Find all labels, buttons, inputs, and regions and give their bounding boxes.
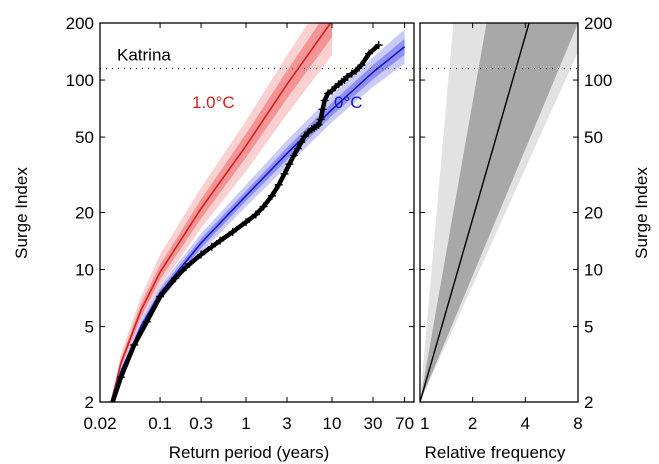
observed-point (259, 202, 268, 211)
x-tick-label: 0.3 (189, 414, 213, 433)
main-panel: Katrina 1.0°C 0°C 0.02 0.1 0.3 1 3 10 30 70 2 5 1… (12, 14, 415, 462)
x-tick-label: 0.1 (148, 414, 172, 433)
y-tick-label: 10 (75, 261, 94, 280)
band-outer-0 (111, 23, 332, 402)
x-tick-label: 4 (521, 414, 530, 433)
series-label-cold: 0°C (334, 93, 363, 112)
main-bands (111, 23, 405, 402)
x-tick-label: 10 (323, 414, 342, 433)
band-outer-1 (111, 29, 405, 402)
observed-point (197, 250, 206, 259)
series-label-warm: 1.0°C (192, 93, 235, 112)
relative-lines (420, 23, 530, 402)
y-tick-label: 5 (85, 318, 94, 337)
relative-x-axis: 1 2 4 8 (419, 23, 583, 433)
series-line-0 (110, 23, 332, 402)
main-x-axis-label: Return period (years) (169, 443, 330, 462)
y-tick-label: 200 (584, 14, 612, 33)
observed-point (365, 49, 374, 58)
x-tick-label: 30 (364, 414, 383, 433)
band-inner-0 (111, 23, 332, 402)
observed-point (181, 263, 190, 272)
katrina-label: Katrina (117, 46, 171, 65)
observed-point (267, 191, 276, 200)
observed-point (130, 340, 139, 349)
observed-point (314, 120, 323, 129)
observed-point (228, 227, 237, 236)
x-tick-label: 8 (573, 414, 582, 433)
observed-point (216, 236, 225, 245)
x-tick-label: 1 (420, 414, 429, 433)
observed-point (300, 132, 309, 141)
y-tick-label: 20 (584, 204, 603, 223)
x-tick-label: 1 (241, 414, 250, 433)
relative-y-axis: 2 5 10 20 50 100 200 (420, 14, 612, 412)
relative-line (420, 23, 530, 402)
x-tick-label: 2 (468, 414, 477, 433)
observed-point (327, 86, 336, 95)
observed-point (251, 210, 260, 219)
y-tick-label: 2 (584, 393, 593, 412)
observed-point (289, 151, 298, 160)
observed-point (316, 115, 325, 124)
main-y-axis-label: Surge Index (12, 167, 31, 259)
observed-point (318, 105, 327, 114)
observed-point (297, 138, 306, 147)
observed-points (108, 41, 383, 402)
relative-frequency-panel: 1 2 4 8 2 5 10 20 50 100 200 Relative frequency S… (419, 14, 651, 462)
observed-point (293, 144, 302, 153)
observed-point (357, 61, 366, 70)
observed-point (274, 180, 283, 189)
observed-point (207, 242, 216, 251)
observed-point (116, 373, 125, 382)
observed-point (156, 292, 165, 301)
observed-point (285, 160, 294, 169)
relative-band-inner (420, 23, 578, 402)
observed-point (347, 69, 356, 78)
y-tick-label: 50 (584, 128, 603, 147)
y-tick-label: 5 (584, 318, 593, 337)
y-tick-label: 10 (584, 261, 603, 280)
band-inner-1 (111, 38, 405, 402)
observed-point (343, 72, 352, 81)
observed-point (171, 274, 180, 283)
observed-point (142, 317, 151, 326)
observed-point (374, 41, 383, 50)
x-tick-label: 0.02 (83, 414, 116, 433)
x-tick-label: 70 (395, 414, 414, 433)
main-x-axis: 0.02 0.1 0.3 1 3 10 30 70 (83, 23, 414, 433)
y-tick-label: 2 (85, 393, 94, 412)
y-tick-label: 100 (584, 71, 612, 90)
relative-bands (420, 23, 578, 402)
y-tick-label: 200 (66, 14, 94, 33)
y-tick-label: 50 (75, 128, 94, 147)
main-y-axis: 2 5 10 20 50 100 200 (66, 14, 414, 412)
observed-point (280, 169, 289, 178)
y-tick-label: 100 (66, 71, 94, 90)
y-tick-label: 20 (75, 204, 94, 223)
observed-point (320, 96, 329, 105)
relative-x-axis-label: Relative frequency (425, 443, 566, 462)
observed-point (108, 398, 117, 402)
observed-point (351, 66, 360, 75)
observed-point (242, 218, 251, 227)
x-tick-label: 3 (282, 414, 291, 433)
relative-y-axis-label: Surge Index (632, 167, 651, 259)
